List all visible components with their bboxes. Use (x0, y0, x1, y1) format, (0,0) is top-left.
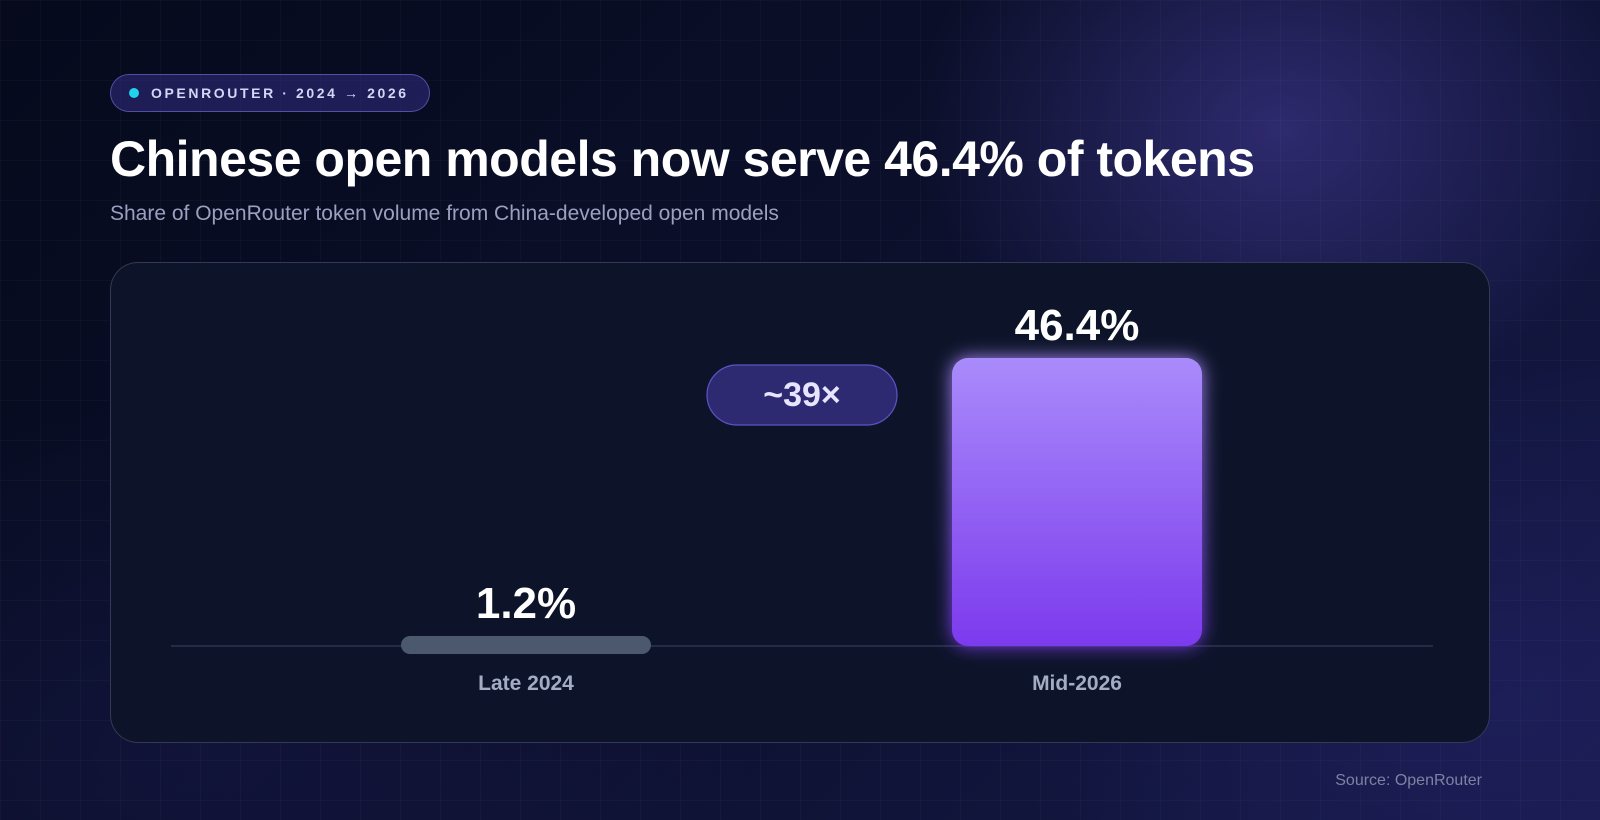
bar-mid-2026 (952, 358, 1202, 646)
page-title: Chinese open models now serve 46.4% of t… (110, 131, 1255, 187)
bar-value-label: 1.2% (476, 579, 576, 628)
bar-chart: 1.2% Late 2024 46.4% Mid-2026 ~39× (171, 301, 1433, 695)
source-note: Source: OpenRouter (1335, 772, 1482, 789)
source-tag-label: OPENROUTER · 2024 → 2026 (151, 85, 409, 101)
category-label: Late 2024 (478, 672, 574, 695)
bar-value-label: 46.4% (1015, 301, 1140, 350)
category-label: Mid-2026 (1032, 672, 1122, 695)
multiplier-badge-label: ~39× (763, 376, 841, 414)
bar-late-2024 (401, 636, 651, 654)
chart-card: 1.2% Late 2024 46.4% Mid-2026 ~39× (110, 262, 1490, 743)
page-subtitle: Share of OpenRouter token volume from Ch… (110, 202, 779, 225)
source-tag: OPENROUTER · 2024 → 2026 (110, 74, 430, 112)
dot-icon (129, 88, 139, 98)
multiplier-badge: ~39× (706, 364, 898, 426)
